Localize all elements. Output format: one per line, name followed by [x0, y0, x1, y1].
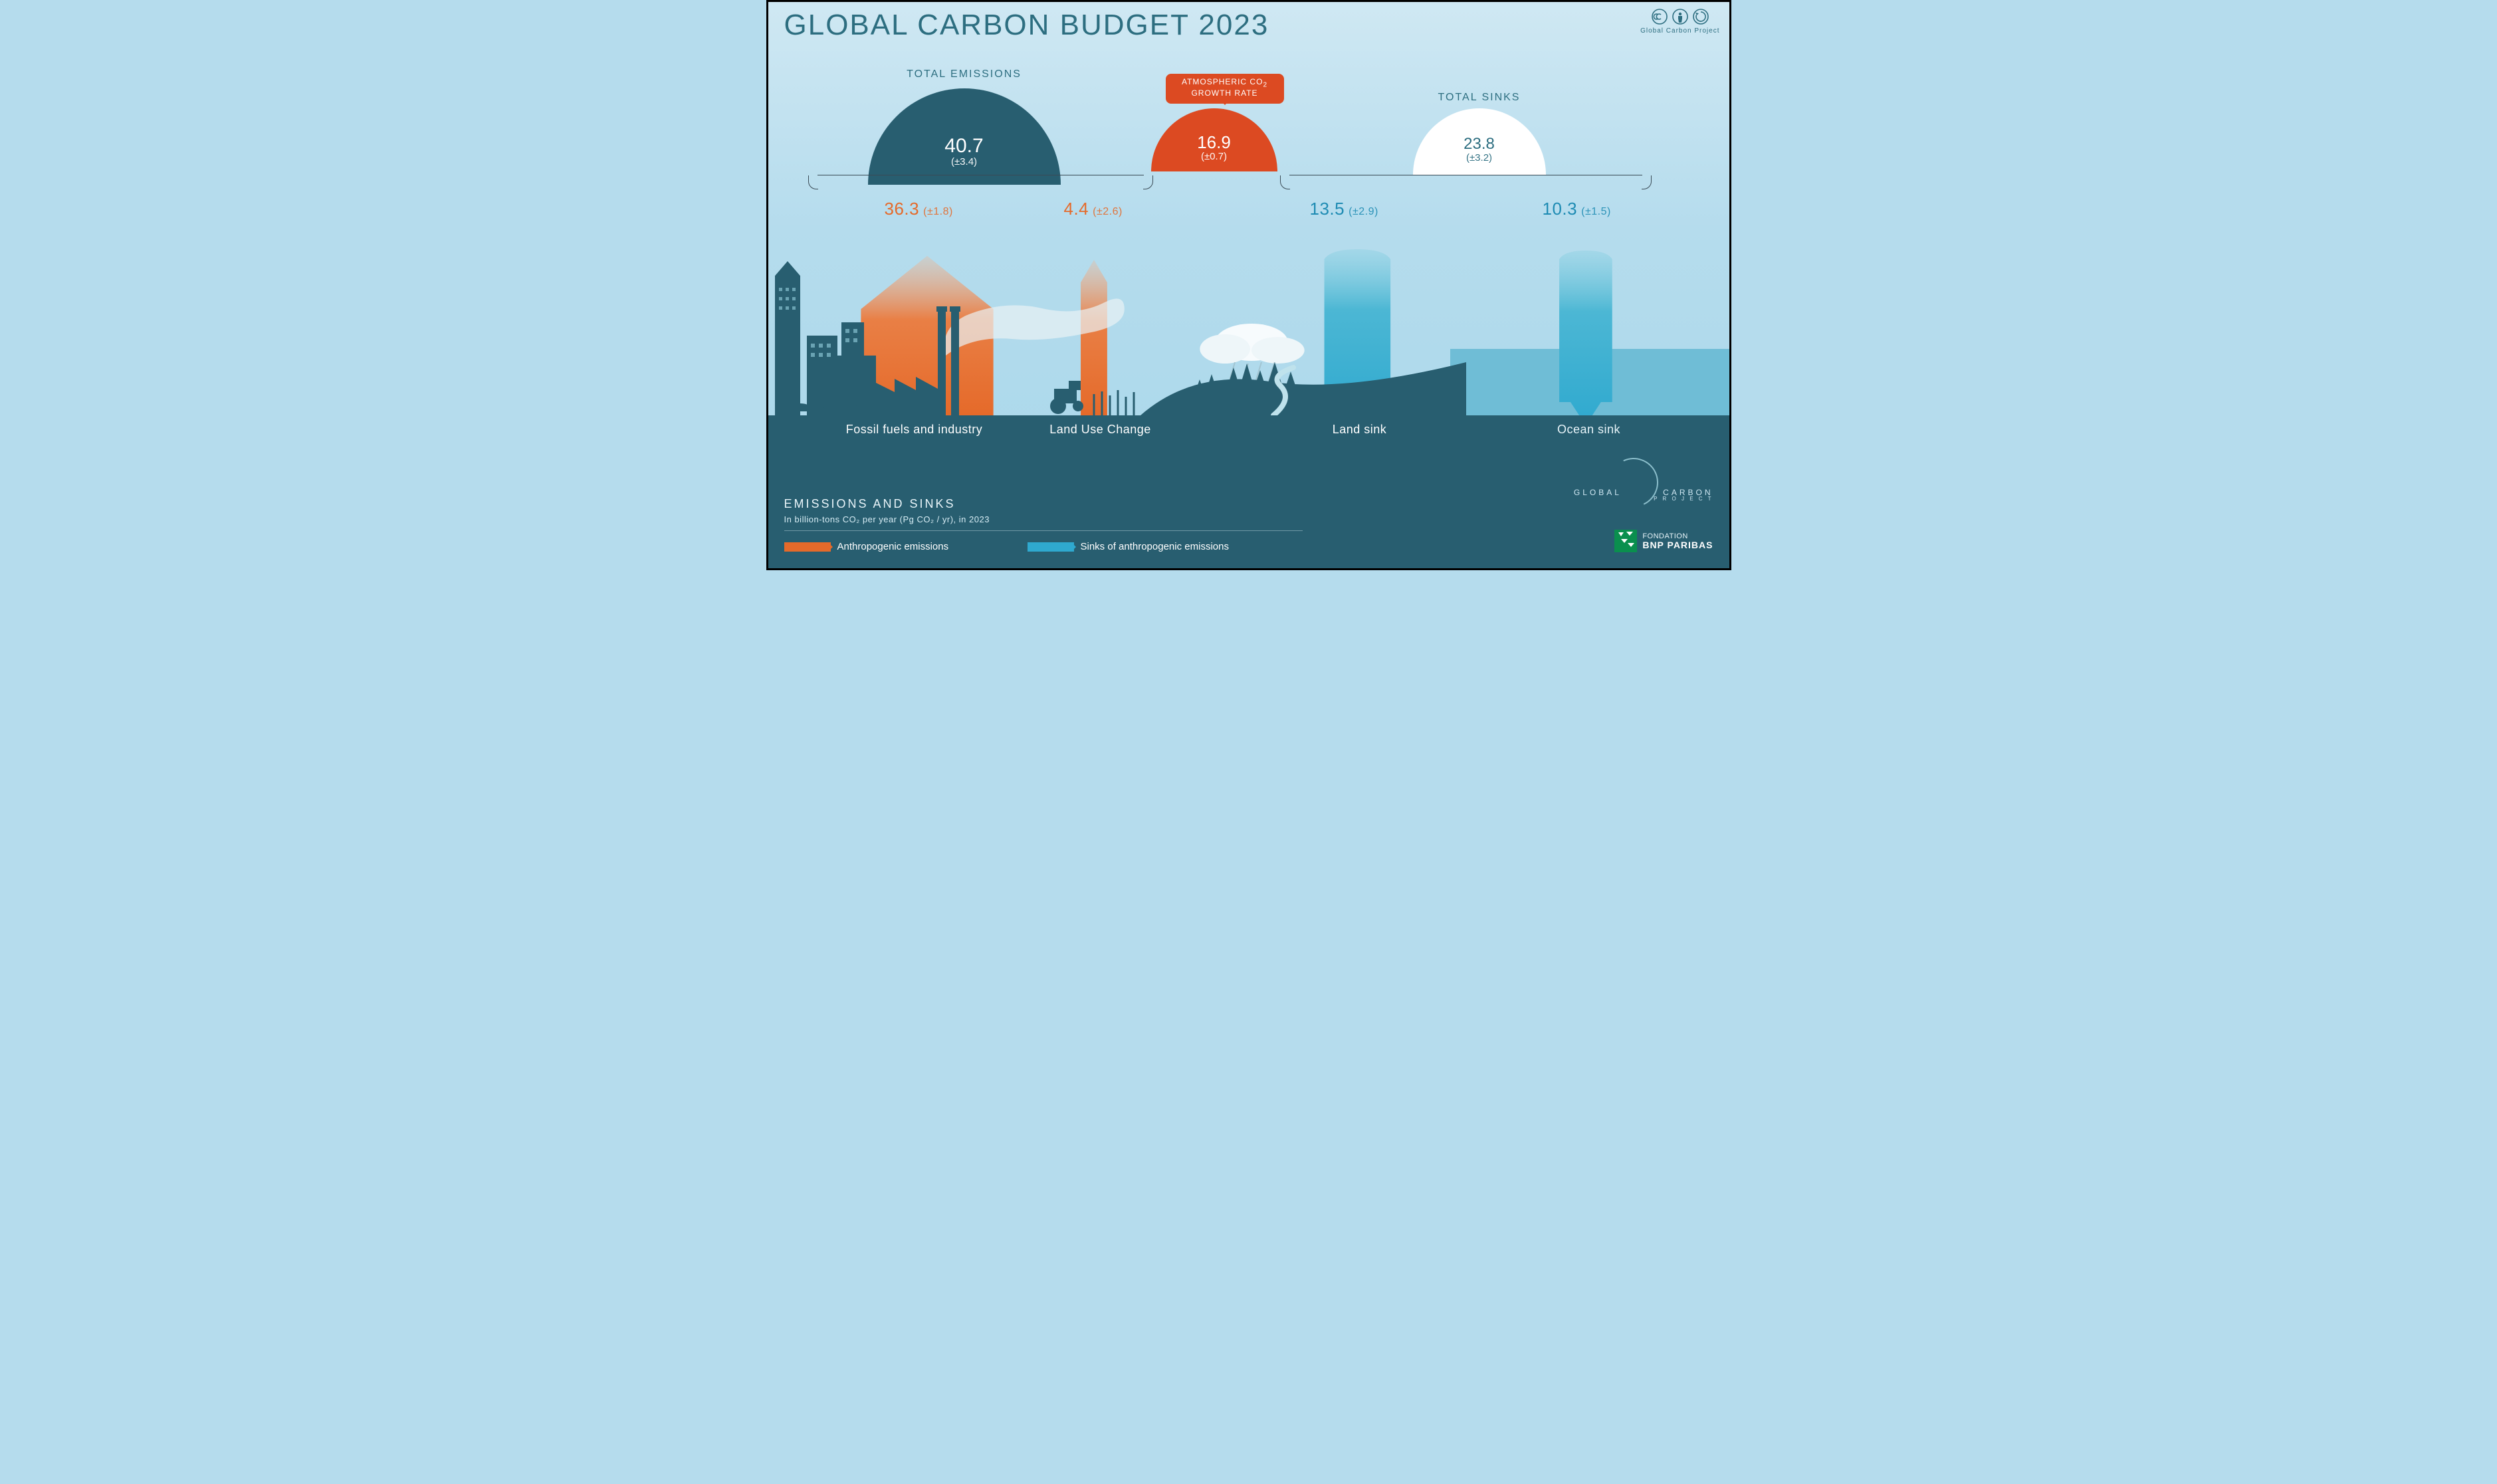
footer-title: EMISSIONS AND SINKS [784, 497, 956, 511]
footer-subtitle: In billion-tons CO₂ per year (Pg CO₂ / y… [784, 514, 990, 524]
bnp-logo-bottom: BNP PARIBAS [1642, 540, 1713, 550]
legend-sinks-label: Sinks of anthropogenic emissions [1081, 541, 1229, 552]
total-emissions-dome: 40.7 (±3.4) [868, 88, 1061, 185]
legend-emissions-label: Anthropogenic emissions [837, 541, 949, 552]
gcp-logo: GLOBAL CARBON P R O J E C T [1574, 446, 1713, 502]
cc-icons [1650, 7, 1710, 26]
growth-value: 16.9 [1151, 134, 1277, 151]
total-emissions-label: TOTAL EMISSIONS [865, 68, 1064, 80]
landuse-label: Land Use Change [1014, 423, 1187, 437]
growth-rate-dome: 16.9 (±0.7) [1151, 108, 1277, 171]
page-title: GLOBAL CARBON BUDGET 2023 [784, 9, 1269, 42]
bnp-logo-top: FONDATION [1642, 533, 1713, 540]
emissions-brace [817, 175, 1144, 189]
total-sinks-unc: (±3.2) [1413, 152, 1546, 163]
growth-label-line2: GROWTH RATE [1191, 88, 1257, 98]
growth-unc: (±0.7) [1151, 151, 1277, 162]
total-emissions-value: 40.7 [868, 136, 1061, 156]
total-sinks-dome: 23.8 (±3.2) [1413, 108, 1546, 175]
growth-label-line1: ATMOSPHERIC CO [1182, 77, 1263, 86]
total-sinks-label: TOTAL SINKS [1380, 92, 1579, 104]
landsink-label: Land sink [1273, 423, 1446, 437]
sinks-brace [1289, 175, 1642, 189]
total-emissions-unc: (±3.4) [868, 156, 1061, 167]
legend-sinks-chip [1028, 542, 1074, 552]
total-sinks-value: 23.8 [1413, 136, 1546, 152]
legend-emissions-chip [784, 542, 831, 552]
bnp-logo: FONDATION BNP PARIBAS [1614, 530, 1713, 552]
license-credits: Global Carbon Project [1640, 7, 1719, 35]
credits-label: Global Carbon Project [1640, 27, 1719, 35]
legend-emissions: Anthropogenic emissions [784, 541, 949, 552]
infographic-frame: GLOBAL CARBON BUDGET 2023 Global Carbon … [766, 0, 1731, 570]
fossil-label: Fossil fuels and industry [828, 423, 1001, 437]
oceansink-label: Ocean sink [1503, 423, 1676, 437]
legend-sinks: Sinks of anthropogenic emissions [1028, 541, 1229, 552]
bnp-logo-icon [1614, 530, 1637, 552]
growth-rate-header: ATMOSPHERIC CO2 GROWTH RATE [1166, 74, 1284, 104]
growth-label-sub: 2 [1263, 81, 1267, 88]
footer-divider [784, 530, 1303, 531]
